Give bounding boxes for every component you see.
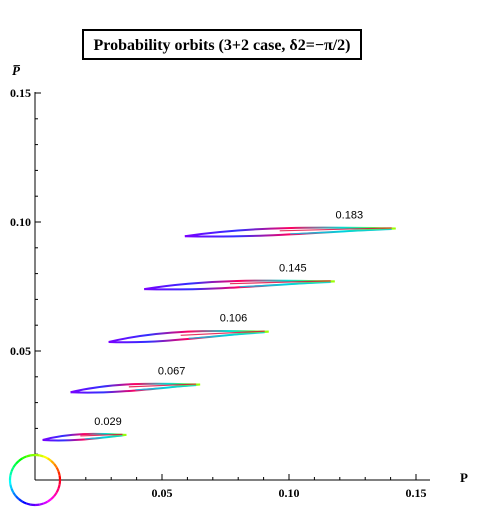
color-wheel-segment	[26, 454, 31, 458]
x-tick-label: 0.05	[152, 486, 173, 500]
color-wheel-segment	[9, 484, 13, 489]
color-wheel-segment	[46, 498, 52, 503]
color-wheel-segment	[57, 484, 61, 489]
color-wheel-segment	[43, 500, 49, 505]
color-wheel-segment	[12, 463, 17, 469]
color-wheel-segment	[53, 463, 58, 469]
color-wheel-segment	[46, 457, 52, 462]
orbit-hue-accent	[128, 383, 197, 388]
orbit-label: 0.067	[158, 366, 186, 378]
orbit-ellipse	[184, 226, 396, 238]
tick-marks	[35, 92, 417, 480]
x-axis-label: P	[460, 470, 468, 485]
color-wheel-segment	[43, 455, 49, 460]
y-tick-label: 0.10	[10, 215, 31, 229]
color-wheel-segment	[50, 460, 55, 465]
y-tick-label: 0.15	[10, 86, 31, 100]
x-tick-label: 0.10	[279, 486, 300, 500]
color-wheel-segment	[50, 495, 55, 500]
orbit-ellipse	[70, 382, 201, 394]
orbit-hue-accent	[279, 227, 392, 232]
orbit-hue-accent	[290, 228, 392, 235]
orbit-hue-accent	[229, 280, 331, 285]
color-wheel-segment	[53, 491, 58, 497]
chart-title: Probability orbits (3+2 case, δ2=−π/2)	[94, 37, 351, 54]
color-wheel-segment	[18, 457, 24, 462]
chart-title-box: Probability orbits (3+2 case, δ2=−π/2)	[82, 29, 362, 60]
color-wheel-segment	[18, 498, 24, 503]
orbit-hue-accent	[135, 384, 197, 391]
orbit-ellipse	[108, 329, 269, 344]
color-wheel-segment	[39, 454, 44, 458]
color-wheel-segment	[21, 455, 27, 460]
orbit-hue-accent	[180, 330, 265, 336]
orbit-label: 0.183	[336, 209, 364, 221]
orbit-hue-accent	[84, 435, 123, 440]
orbit-ellipse	[42, 432, 127, 442]
x-tick-label: 0.15	[406, 486, 427, 500]
orbit-hue-accent	[188, 332, 265, 339]
color-wheel-segment	[26, 502, 31, 506]
color-wheel-segment	[57, 471, 61, 476]
color-wheel-segment	[10, 466, 15, 472]
orbit-ellipse	[144, 279, 335, 291]
orbit-hue-accent	[80, 433, 123, 437]
orbit-label: 0.145	[279, 262, 307, 274]
y-tick-label: 0.05	[10, 344, 31, 358]
color-wheel-segment	[39, 502, 44, 506]
color-wheel-segment	[9, 471, 13, 476]
orbit-series	[42, 226, 396, 442]
color-wheel-segment	[21, 500, 27, 505]
orbit-label: 0.029	[94, 416, 122, 428]
color-wheel-segment	[15, 495, 20, 500]
color-wheel-segment	[55, 488, 60, 494]
color-wheel-segment	[10, 488, 15, 494]
orbit-hue-accent	[239, 281, 331, 288]
color-wheel-segment	[15, 460, 20, 465]
color-wheel-segment	[12, 491, 17, 497]
color-wheel-segment	[55, 466, 60, 472]
orbit-label: 0.106	[220, 313, 248, 325]
phase-color-wheel	[8, 453, 62, 507]
y-axis-label: P̅	[12, 63, 21, 78]
